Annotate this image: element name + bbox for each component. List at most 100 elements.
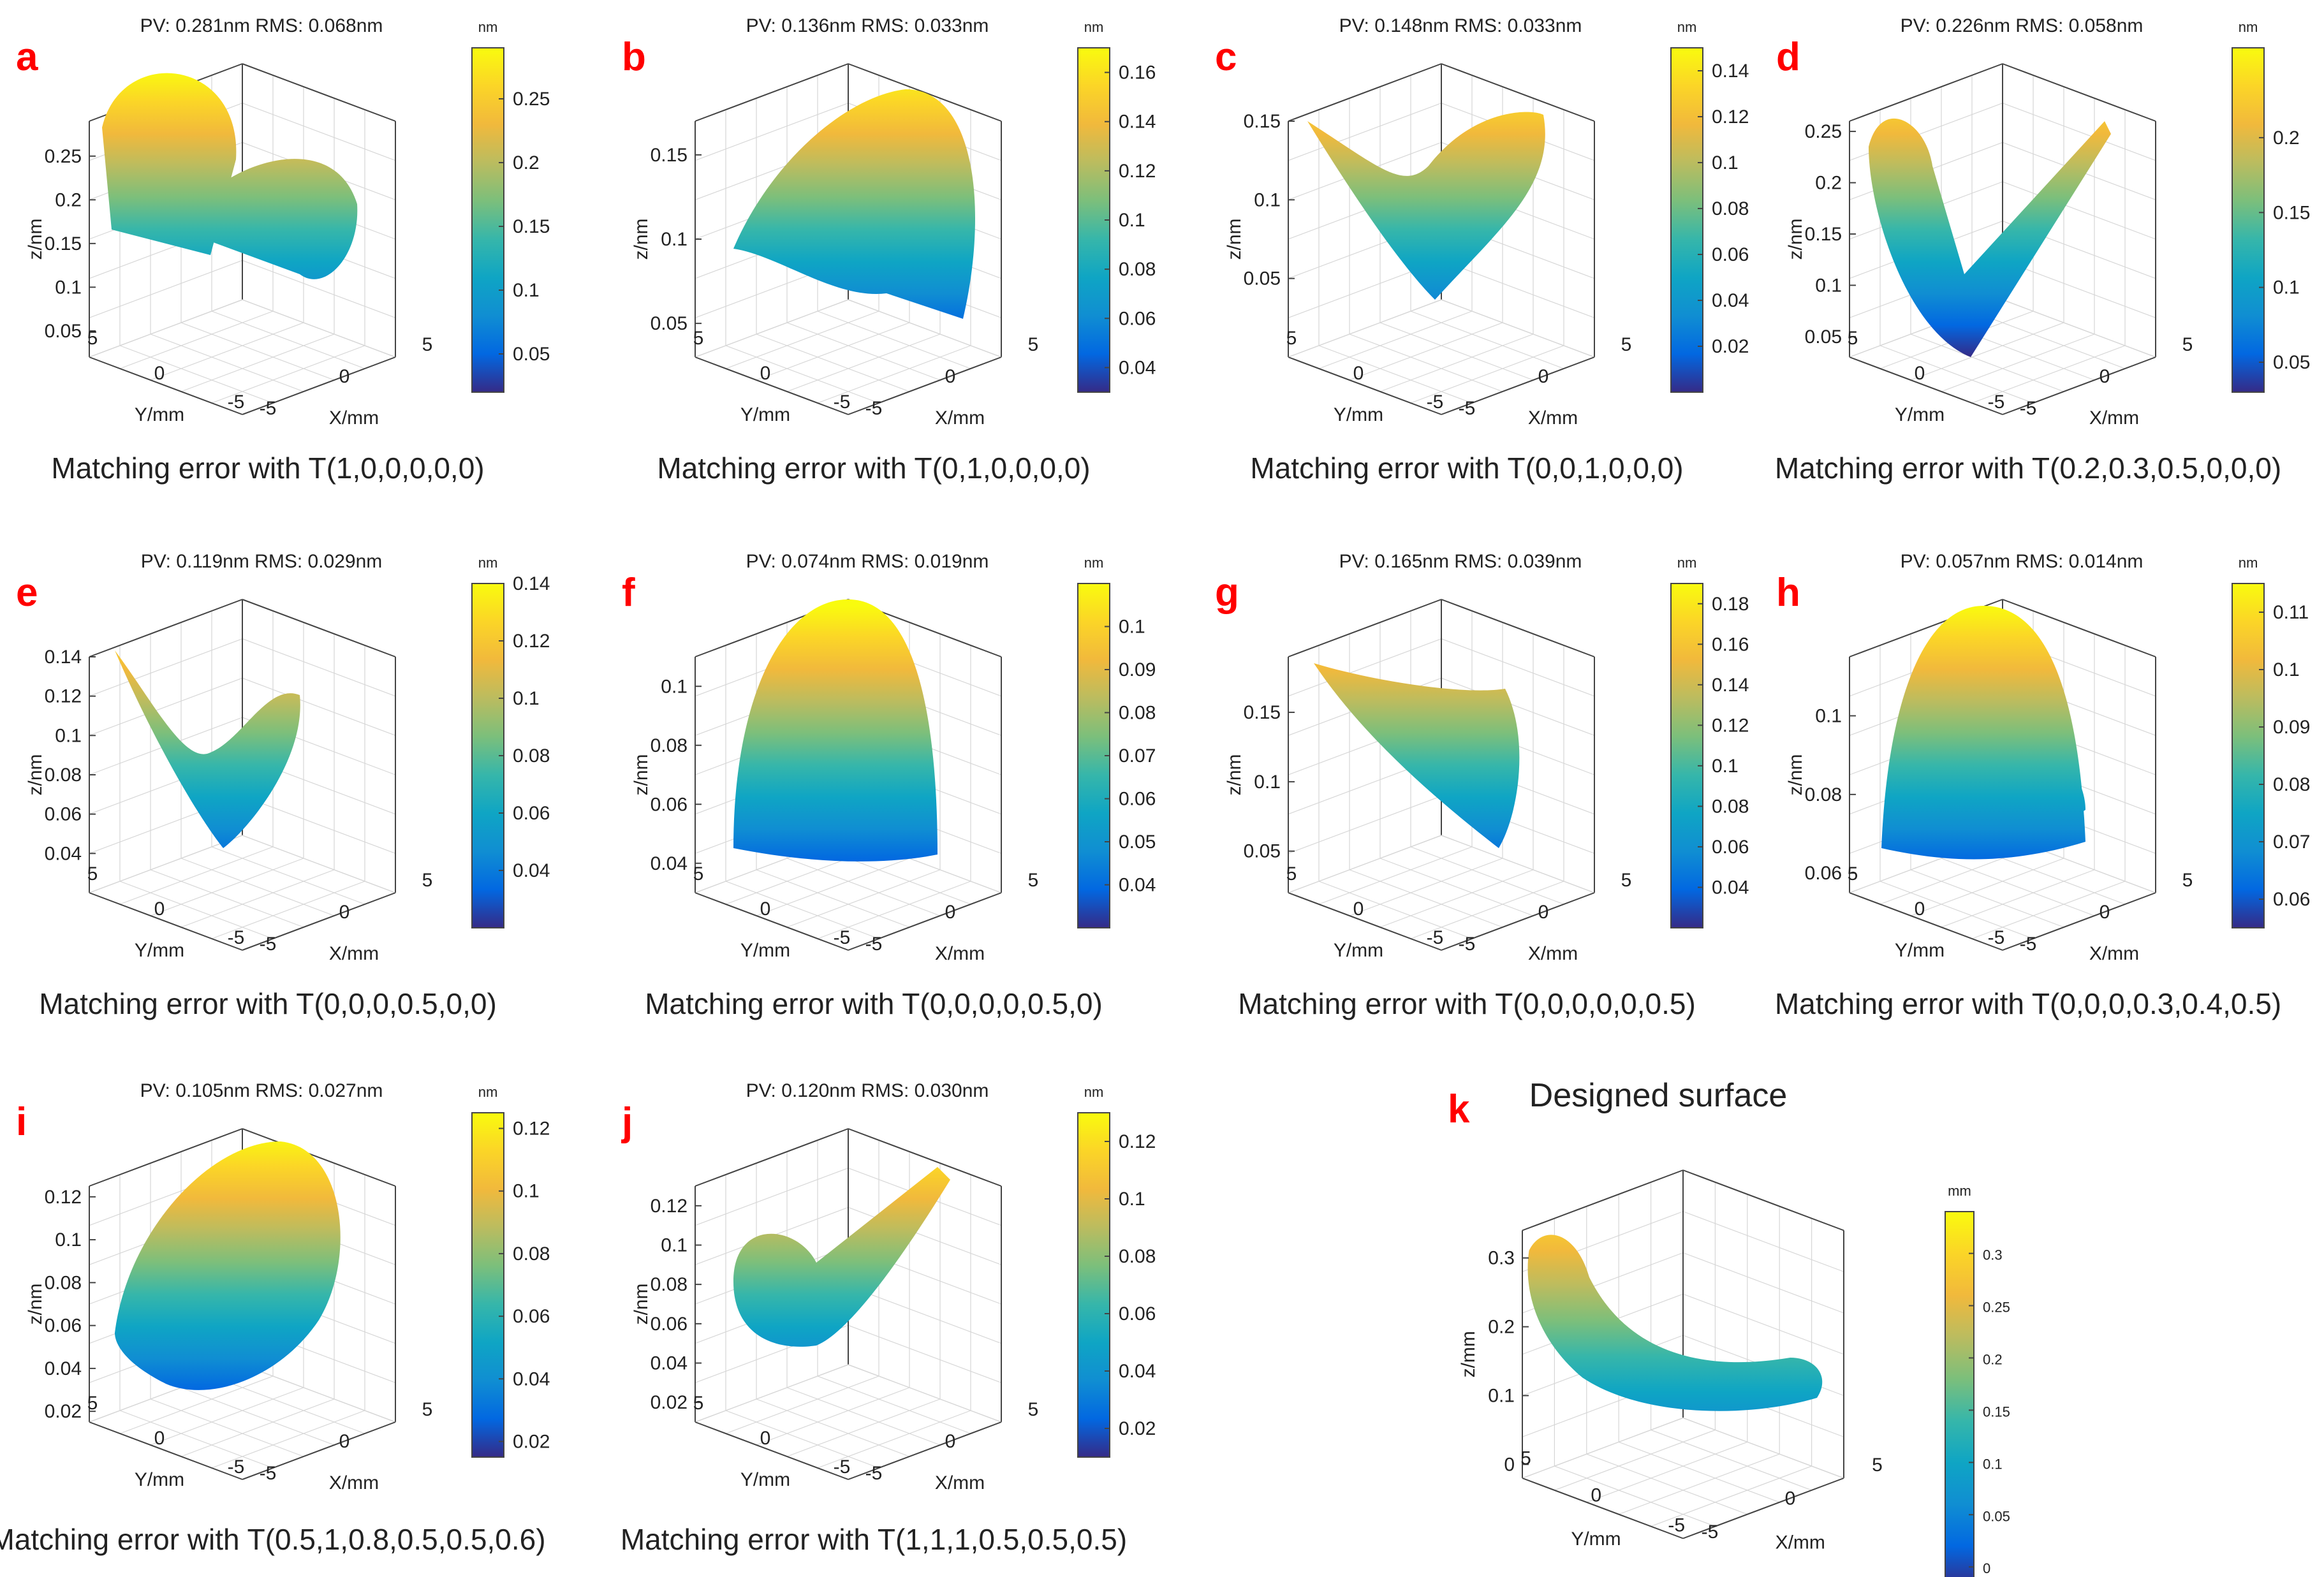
colorbar-tick-label: 0.12 bbox=[1712, 106, 1749, 128]
axis-edge bbox=[848, 63, 1002, 122]
axis-edge bbox=[2002, 599, 2156, 657]
z-tick-label: 0.08 bbox=[651, 735, 688, 756]
surface bbox=[1869, 118, 2111, 358]
colorbar-tick-label: 0.14 bbox=[513, 573, 550, 594]
z-axis-label: z/nm bbox=[631, 754, 652, 795]
x-axis-label: X/mm bbox=[329, 943, 379, 964]
colorbar-tick-label: 0.1 bbox=[1119, 617, 1145, 638]
x-tick-label: -5 bbox=[865, 934, 883, 955]
y-tick-label: -5 bbox=[1988, 927, 2005, 948]
y-tick-label: 0 bbox=[1915, 899, 1925, 920]
panel-label: a bbox=[16, 35, 38, 79]
z-tick-label: 0.02 bbox=[45, 1401, 82, 1422]
colorbar-tick-label: 0.07 bbox=[2273, 832, 2310, 853]
colorbar-tick-label: 0.04 bbox=[1119, 357, 1156, 378]
surface bbox=[1527, 1235, 1823, 1411]
caption: Matching error with T(0,1,0,0,0,0) bbox=[657, 451, 1090, 485]
gridline bbox=[1910, 869, 2064, 928]
colorbar-tick-label: 0.06 bbox=[1712, 244, 1749, 265]
x-tick-label: 5 bbox=[2182, 334, 2193, 355]
gridline bbox=[1554, 1429, 1716, 1491]
axis-edge bbox=[1441, 835, 1595, 893]
gridline bbox=[242, 260, 396, 318]
panel-g: gPV: 0.165nm RMS: 0.039nm0.050.10.15z/nm… bbox=[1215, 551, 1749, 1020]
stats-label: PV: 0.281nm RMS: 0.068nm bbox=[140, 15, 383, 36]
gridline bbox=[1682, 1252, 1844, 1314]
z-tick-label: 0.05 bbox=[45, 321, 82, 342]
colorbar-tick-label: 0.12 bbox=[513, 1119, 550, 1140]
colorbar-tick-label: 0.1 bbox=[1712, 152, 1739, 173]
colorbar: nm 0.02 0.04 0.06 0.08 0.1 0.12 0.14 bbox=[1670, 19, 1749, 393]
y-tick-label: -5 bbox=[834, 392, 851, 413]
axis-edge bbox=[1441, 356, 1595, 415]
gridline bbox=[756, 869, 910, 928]
axis-edge bbox=[2002, 299, 2156, 358]
gridline bbox=[211, 1375, 365, 1434]
axis-edge bbox=[1682, 1170, 1844, 1231]
z-tick-label: 0.06 bbox=[651, 794, 688, 815]
z-tick-label: 0.25 bbox=[45, 146, 82, 167]
gridline bbox=[1318, 846, 1473, 905]
z-tick-label: 0.2 bbox=[1488, 1317, 1515, 1338]
gridline bbox=[1441, 260, 1595, 318]
z-tick-label: 0.1 bbox=[1815, 275, 1842, 296]
z-tick-label: 0.1 bbox=[55, 277, 82, 298]
z-axis-label: z/nm bbox=[25, 218, 46, 260]
gridline bbox=[1288, 103, 1442, 161]
gridline bbox=[817, 311, 971, 369]
axis-edge bbox=[848, 356, 1002, 415]
colorbar: nm 0.06 0.07 0.08 0.09 0.1 0.11 bbox=[2232, 555, 2310, 928]
gridline bbox=[1971, 881, 2126, 939]
colorbar-tick-label: 0.06 bbox=[2273, 889, 2310, 910]
y-axis-label: Y/mm bbox=[135, 940, 184, 961]
y-tick-label: 5 bbox=[87, 1393, 98, 1414]
colorbar: nm 0.04 0.05 0.06 0.07 0.08 0.09 0.1 bbox=[1077, 555, 1156, 928]
gridline bbox=[1379, 322, 1534, 381]
colorbar: nm 0.02 0.04 0.06 0.08 0.1 0.12 bbox=[471, 1084, 550, 1458]
colorbar-tick-label: 0.1 bbox=[1712, 756, 1739, 777]
z-tick-label: 0.04 bbox=[45, 1358, 82, 1379]
x-tick-label: -5 bbox=[865, 398, 883, 419]
axis-edge bbox=[695, 356, 849, 415]
panel-label: b bbox=[622, 35, 646, 79]
x-axis-label: X/mm bbox=[2089, 943, 2139, 964]
axis-edge bbox=[1849, 356, 2003, 415]
gridline bbox=[786, 858, 941, 916]
gridline bbox=[242, 103, 396, 161]
y-tick-label: 0 bbox=[1353, 899, 1364, 920]
y-tick-label: 0 bbox=[760, 899, 771, 920]
x-tick-label: -5 bbox=[865, 1463, 883, 1484]
gridline bbox=[1318, 311, 1473, 369]
gridline bbox=[1586, 1453, 1748, 1515]
colorbar-tick-label: 0.08 bbox=[513, 1243, 550, 1265]
axis-edge bbox=[695, 1128, 849, 1187]
colorbar-tick-label: 0.02 bbox=[1119, 1418, 1156, 1439]
z-tick-label: 0.08 bbox=[1805, 784, 1842, 805]
z-tick-label: 0.1 bbox=[55, 1229, 82, 1251]
colorbar-tick-label: 0.06 bbox=[1119, 789, 1156, 810]
z-tick-label: 0.15 bbox=[1244, 111, 1281, 132]
surface-patch bbox=[1314, 663, 1520, 848]
gridline bbox=[119, 846, 274, 905]
gridline bbox=[150, 858, 304, 916]
colorbar-tick-label: 0.16 bbox=[1712, 634, 1749, 655]
axis-edge bbox=[1849, 892, 2003, 951]
gridline bbox=[786, 1398, 941, 1457]
caption: Matching error with T(0.2,0.3,0.5,0,0,0) bbox=[1775, 451, 2281, 485]
colorbar-tick-label: 0.06 bbox=[1119, 308, 1156, 329]
panel-label: i bbox=[16, 1100, 27, 1144]
z-tick-label: 0.15 bbox=[45, 233, 82, 254]
gridline bbox=[848, 1286, 1002, 1344]
gridline bbox=[2002, 181, 2156, 240]
gridline bbox=[1318, 345, 1473, 404]
gridline bbox=[786, 334, 941, 392]
surface-patch bbox=[733, 1167, 950, 1347]
axis-edge bbox=[242, 1364, 396, 1423]
surface bbox=[115, 1141, 341, 1390]
gridline bbox=[756, 1398, 910, 1457]
colorbar-tick-label: 0.02 bbox=[513, 1431, 550, 1452]
colorbar: nm 0.04 0.06 0.08 0.1 0.12 0.14 0.16 bbox=[1077, 19, 1156, 393]
x-tick-label: -5 bbox=[1459, 398, 1476, 419]
gridline bbox=[817, 1375, 971, 1434]
gridline bbox=[786, 322, 941, 381]
